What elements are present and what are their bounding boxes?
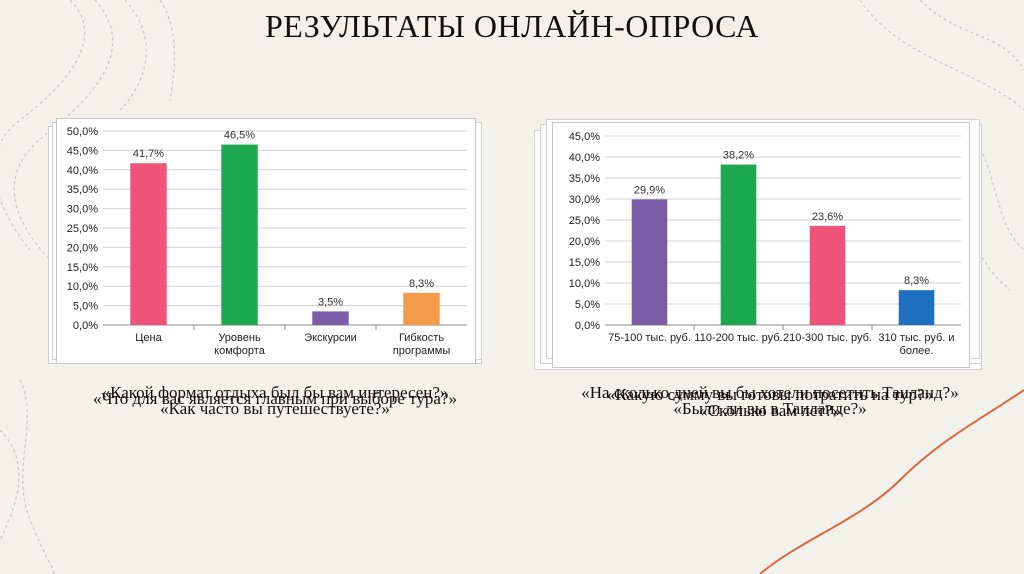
y-tick-label: 5,0% — [575, 299, 600, 311]
y-tick-label: 20,0% — [569, 236, 600, 248]
y-tick-label: 15,0% — [67, 262, 98, 274]
y-tick-label: 20,0% — [67, 242, 98, 254]
caption-right-1: «На сколько дней вы бы хотели посетить Т… — [581, 383, 959, 402]
bar — [809, 225, 846, 325]
y-tick-label: 0,0% — [73, 320, 98, 332]
x-tick-label: более. — [900, 345, 934, 357]
x-tick-label: комфорта — [214, 345, 266, 357]
y-tick-label: 15,0% — [569, 257, 600, 269]
caption-left-3: «Как часто вы путешествуете?» — [160, 399, 390, 418]
y-tick-label: 50,0% — [67, 126, 98, 138]
x-tick-label: Уровень — [218, 332, 261, 344]
bar-chart-budget: 0,0% 5,0% 10,0% 15,0% 20,0% 25,0% 30,0% 35,0% 40… — [569, 131, 961, 357]
x-tick-label: Цена — [135, 332, 162, 344]
x-tick-label: 310 тыс. руб. и — [878, 332, 954, 344]
y-tick-label: 10,0% — [67, 281, 98, 293]
page-title: РЕЗУЛЬТАТЫ ОНЛАЙН-ОПРОСА — [264, 8, 760, 44]
caption-right-3: «Были ли вы в Таиланде?» — [673, 399, 867, 418]
x-tick-label: Гибкость — [399, 332, 444, 344]
y-tick-label: 45,0% — [569, 131, 600, 143]
caption-left-2: «Что для вас является главным при выборе… — [93, 389, 457, 408]
data-label: 29,9% — [634, 184, 665, 196]
y-tick-label: 25,0% — [67, 223, 98, 235]
y-tick-label: 5,0% — [73, 301, 98, 313]
caption-right-2: «Какую сумму вы готовы потратить на тур?… — [606, 385, 934, 404]
bar — [130, 163, 167, 325]
x-tick-label: программы — [393, 345, 451, 357]
bar — [221, 144, 258, 325]
y-tick-label: 45,0% — [67, 145, 98, 157]
data-label: 8,3% — [904, 275, 929, 287]
data-label: 8,3% — [409, 278, 434, 290]
caption-stack-left: «Какой формат отдыха был бы вам интересе… — [30, 384, 520, 424]
x-tick-label: 210-300 тыс. руб. — [783, 332, 872, 344]
bar — [631, 199, 668, 325]
bar-chart-format: 0,0% 5,0% 10,0% 15,0% 20,0% 25,0% 30,0% 35,0% 40… — [67, 126, 467, 357]
y-tick-label: 35,0% — [569, 173, 600, 185]
y-tick-label: 10,0% — [569, 278, 600, 290]
data-label: 23,6% — [812, 211, 843, 223]
data-label: 46,5% — [224, 130, 255, 142]
x-tick-label: Экскурсии — [304, 332, 357, 344]
y-tick-label: 40,0% — [67, 165, 98, 177]
bar — [312, 311, 349, 325]
y-tick-label: 0,0% — [575, 320, 600, 332]
data-label: 41,7% — [133, 148, 164, 160]
data-label: 38,2% — [723, 150, 754, 162]
caption-right-4: «Сколько вам лет?» — [699, 401, 841, 420]
y-tick-label: 25,0% — [569, 215, 600, 227]
y-tick-label: 30,0% — [67, 204, 98, 216]
data-label: 3,5% — [318, 296, 343, 308]
chart-panel-budget: 0,0% 5,0% 10,0% 15,0% 20,0% 25,0% 30,0% 35,0% 40… — [552, 122, 970, 368]
x-tick-label: 110-200 тыс. руб. — [694, 332, 782, 344]
y-tick-label: 30,0% — [569, 194, 600, 206]
bar — [720, 164, 757, 325]
x-tick-label: 75-100 тыс. руб. — [608, 332, 691, 344]
y-tick-label: 35,0% — [67, 184, 98, 196]
bar — [403, 292, 440, 325]
caption-stack-right: «На сколько дней вы бы хотели посетить Т… — [520, 384, 1020, 424]
bar — [898, 290, 935, 325]
y-tick-label: 40,0% — [569, 152, 600, 164]
caption-left-1: «Какой формат отдыха был бы вам интересе… — [101, 383, 449, 402]
chart-panel-format: 0,0% 5,0% 10,0% 15,0% 20,0% 25,0% 30,0% 35,0% 40… — [56, 118, 476, 364]
